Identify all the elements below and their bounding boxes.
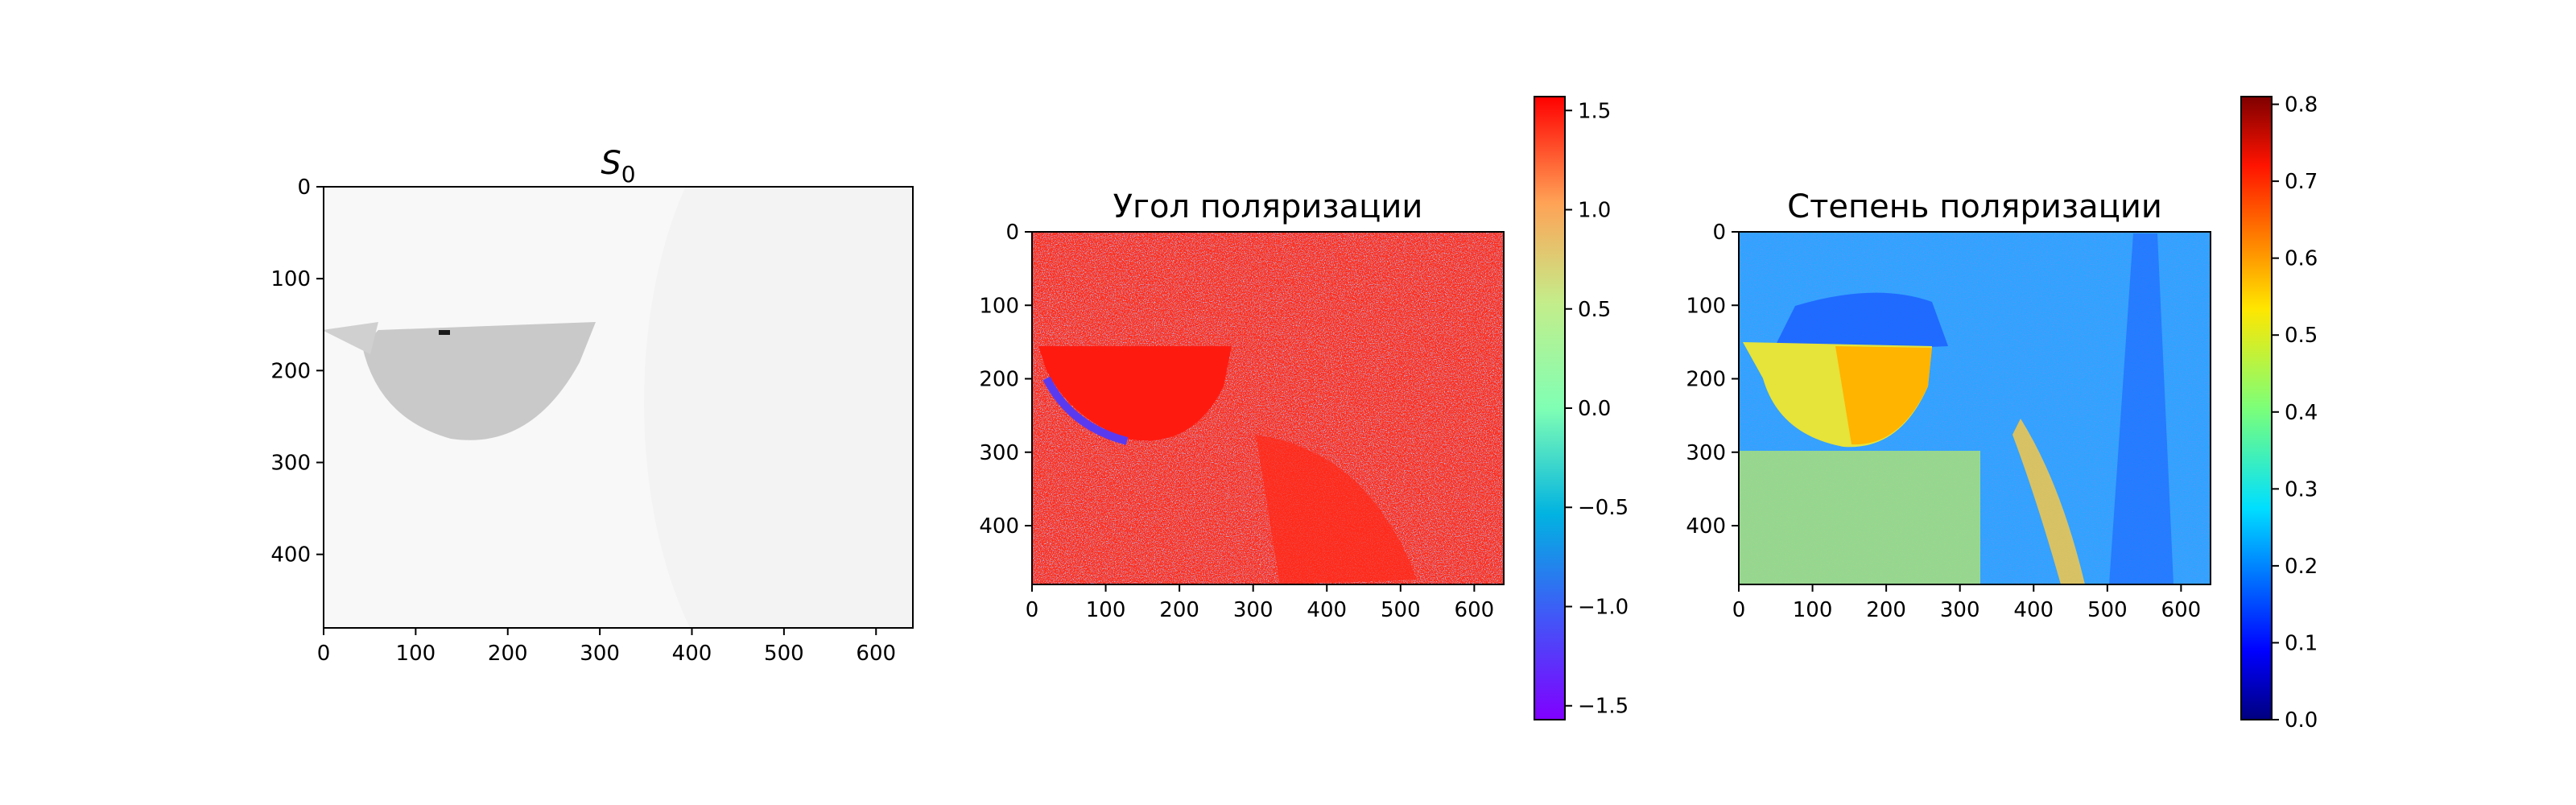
degree-y-tick-label: 100 — [1686, 294, 1726, 318]
angle-y-axis: 0 100 200 300 400 — [979, 221, 1032, 539]
s0-title: S0 — [601, 145, 635, 188]
angle-title: Угол поляризации — [1113, 188, 1423, 225]
degree-x-tick-label: 0 — [1732, 598, 1746, 622]
degree-colorbar-tick-label: 0.5 — [2285, 324, 2318, 348]
s0-x-tick-label: 600 — [856, 642, 896, 666]
angle-y-tick-label: 400 — [979, 514, 1019, 539]
degree-y-axis: 0 100 200 300 400 — [1686, 221, 1739, 539]
s0-y-tick-label: 200 — [270, 359, 311, 383]
angle-colorbar-tick-label: −1.5 — [1578, 695, 1629, 719]
angle-y-tick-label: 0 — [1005, 221, 1019, 245]
s0-x-tick-label: 0 — [317, 642, 331, 666]
degree-x-tick-label: 500 — [2087, 598, 2128, 622]
angle-y-tick-label: 200 — [979, 368, 1019, 392]
degree-y-tick-label: 200 — [1686, 368, 1726, 392]
s0-y-tick-label: 300 — [270, 452, 311, 476]
angle-y-tick-label: 300 — [979, 441, 1019, 465]
s0-image — [324, 187, 913, 628]
degree-colorbar — [2240, 96, 2273, 720]
angle-colorbar-tick-label: 0.5 — [1578, 298, 1611, 322]
degree-colorbar-tick-label: 0.4 — [2285, 401, 2318, 425]
panel-s0: S0 0 100 200 300 400 500 600 0 100 200 300 400 — [270, 145, 914, 666]
angle-colorbar-ticks: 1.5 1.0 0.5 0.0 −0.5 −1.0 −1.5 — [1565, 99, 1629, 719]
s0-frame — [323, 186, 914, 629]
degree-x-axis: 0 100 200 300 400 500 600 — [1732, 584, 2201, 622]
angle-y-tick-label: 100 — [979, 294, 1019, 318]
s0-x-axis: 0 100 200 300 400 500 600 — [317, 628, 896, 666]
angle-x-tick-label: 400 — [1307, 598, 1347, 622]
degree-colorbar-tick-label: 0.6 — [2285, 247, 2318, 271]
angle-colorbar-tick-label: −1.0 — [1578, 595, 1629, 619]
degree-colorbar-tick-label: 0.3 — [2285, 477, 2318, 502]
degree-frame — [1738, 231, 2211, 585]
s0-x-tick-label: 100 — [396, 642, 436, 666]
degree-colorbar-tick-label: 0.2 — [2285, 555, 2318, 579]
s0-y-tick-label: 400 — [270, 543, 311, 568]
degree-colorbar-tick-label: 0.7 — [2285, 170, 2318, 194]
degree-colorbar-tick-label: 0.0 — [2285, 708, 2318, 733]
degree-title: Степень поляризации — [1787, 188, 2162, 225]
degree-x-tick-label: 100 — [1793, 598, 1833, 622]
s0-y-axis: 0 100 200 300 400 — [270, 175, 324, 568]
degree-colorbar-ticks: 0.8 0.7 0.6 0.5 0.4 0.3 0.2 0.1 0.0 — [2272, 93, 2318, 733]
angle-x-axis: 0 100 200 300 400 500 600 — [1026, 584, 1494, 622]
degree-colorbar-tick-label: 0.1 — [2285, 631, 2318, 655]
angle-colorbar-tick-label: 0.0 — [1578, 397, 1611, 421]
angle-x-tick-label: 200 — [1159, 598, 1199, 622]
degree-x-tick-label: 400 — [2013, 598, 2054, 622]
angle-colorbar-tick-label: 1.5 — [1578, 99, 1611, 123]
s0-x-tick-label: 400 — [672, 642, 712, 666]
degree-image — [1739, 232, 2211, 584]
degree-x-tick-label: 300 — [1940, 598, 1980, 622]
degree-y-tick-label: 0 — [1712, 221, 1726, 245]
degree-y-tick-label: 300 — [1686, 441, 1726, 465]
angle-x-tick-label: 300 — [1233, 598, 1274, 622]
panel-degree: Степень поляризации 0 100 200 300 400 500 600 … — [1686, 93, 2318, 733]
angle-x-tick-label: 0 — [1026, 598, 1039, 622]
angle-x-tick-label: 500 — [1381, 598, 1421, 622]
degree-colorbar-tick-label: 0.8 — [2285, 93, 2318, 118]
angle-frame — [1031, 231, 1505, 585]
degree-x-tick-label: 600 — [2161, 598, 2202, 622]
angle-x-tick-label: 600 — [1455, 598, 1495, 622]
angle-x-tick-label: 100 — [1086, 598, 1126, 622]
degree-x-tick-label: 200 — [1866, 598, 1906, 622]
degree-y-tick-label: 400 — [1686, 514, 1726, 539]
s0-y-tick-label: 100 — [270, 267, 311, 291]
s0-x-tick-label: 200 — [488, 642, 528, 666]
angle-colorbar — [1534, 96, 1566, 720]
s0-y-tick-label: 0 — [297, 175, 311, 200]
angle-colorbar-tick-label: 1.0 — [1578, 199, 1611, 223]
s0-x-tick-label: 500 — [764, 642, 804, 666]
angle-colorbar-tick-label: −0.5 — [1578, 496, 1629, 520]
angle-image — [1032, 232, 1504, 584]
panel-angle: Угол поляризации 0 100 200 300 400 500 600 0 10… — [979, 96, 1629, 720]
s0-x-tick-label: 300 — [580, 642, 620, 666]
